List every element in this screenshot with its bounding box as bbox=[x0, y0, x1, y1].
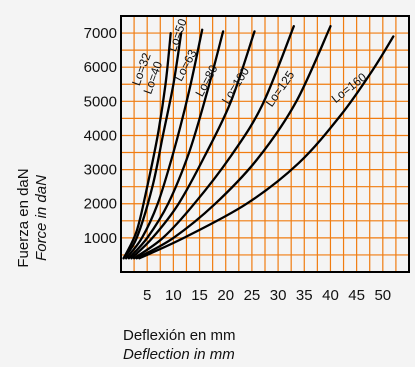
y-axis-label-es: Fuerza en daN bbox=[15, 168, 32, 267]
curve-lo-160 bbox=[138, 35, 395, 260]
x-tick-label: 10 bbox=[165, 287, 182, 304]
chart-frame bbox=[120, 15, 410, 273]
x-tick-label: 30 bbox=[270, 287, 287, 304]
chart-grid bbox=[121, 16, 409, 272]
x-tick-labels: 5 10 15 20 25 30 35 40 45 50 bbox=[143, 287, 391, 304]
x-tick-label: 45 bbox=[348, 287, 365, 304]
y-tick-label: 7000 bbox=[84, 25, 117, 42]
curve-lo-32 bbox=[122, 31, 172, 260]
y-tick-label: 3000 bbox=[84, 162, 117, 179]
y-tick-label: 2000 bbox=[84, 196, 117, 213]
x-axis-label-en: Deflection in mm bbox=[123, 346, 235, 363]
y-axis-label-en: Force in daN bbox=[33, 175, 50, 261]
chart-curves bbox=[122, 25, 395, 260]
curve-lo-100 bbox=[132, 25, 295, 260]
x-tick-label: 15 bbox=[191, 287, 208, 304]
curve-lo-80 bbox=[130, 30, 256, 260]
x-axis-label-es: Deflexión en mm bbox=[123, 327, 236, 344]
curve-lo-40 bbox=[122, 31, 183, 260]
y-tick-label: 4000 bbox=[84, 127, 117, 144]
x-tick-label: 40 bbox=[322, 287, 339, 304]
x-tick-label: 20 bbox=[217, 287, 234, 304]
y-tick-label: 1000 bbox=[84, 230, 117, 247]
y-tick-label: 5000 bbox=[84, 93, 117, 110]
x-tick-label: 50 bbox=[374, 287, 391, 304]
x-tick-label: 35 bbox=[296, 287, 313, 304]
curve-lo-125 bbox=[135, 25, 332, 260]
y-tick-label: 6000 bbox=[84, 59, 117, 76]
curve-lo-63 bbox=[127, 30, 225, 260]
plot-frame bbox=[120, 15, 410, 273]
y-tick-labels: 1000 2000 3000 4000 5000 6000 7000 bbox=[84, 25, 117, 247]
x-tick-label: 5 bbox=[143, 287, 151, 304]
y-axis-title: Fuerza en daN Force in daN bbox=[15, 168, 50, 267]
curve-lo-50 bbox=[125, 28, 204, 260]
x-tick-label: 25 bbox=[244, 287, 261, 304]
